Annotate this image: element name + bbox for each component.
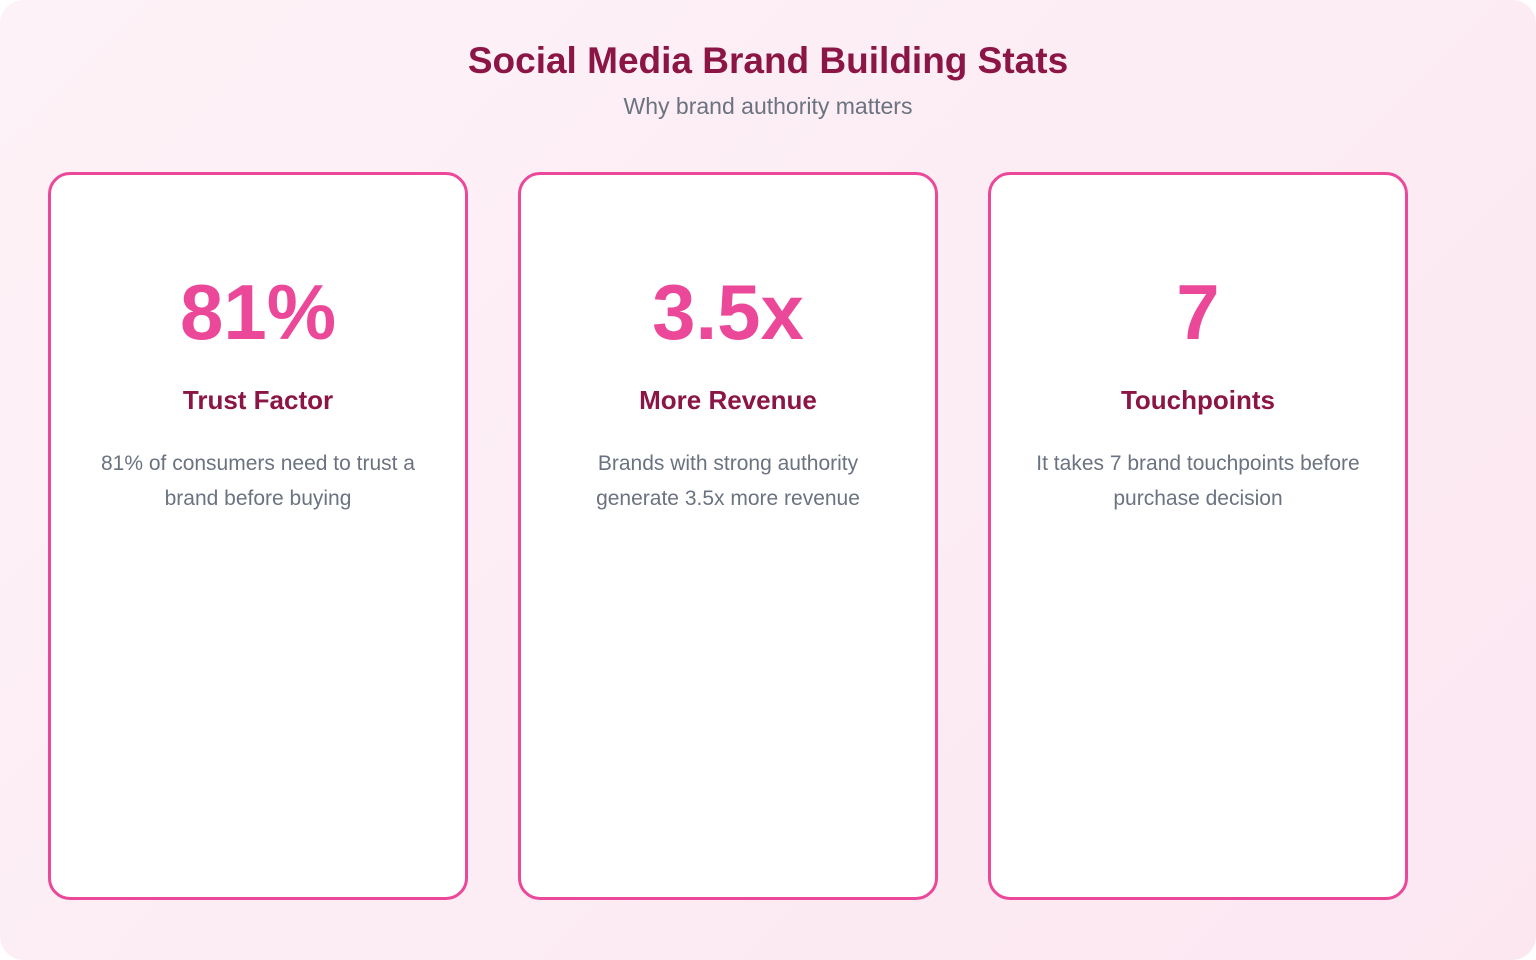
stat-label: More Revenue — [639, 385, 817, 415]
stat-value: 81% — [179, 268, 337, 356]
stat-value: 7 — [1176, 268, 1220, 356]
title: Social Media Brand Building Stats — [467, 40, 1069, 81]
stat-card: 7 Touchpoints It takes 7 brand touchpoints… — [988, 172, 1408, 900]
stat-description: Brands with strong authority generate 3.… — [596, 452, 860, 510]
stat-value: 3.5x — [652, 268, 804, 356]
stat-card: 81% Trust Factor 81% of consumers need to … — [48, 172, 468, 900]
stat-label: Trust Factor — [182, 385, 334, 415]
stat-description: It takes 7 brand touchpoints before purc… — [1036, 452, 1360, 510]
subtitle: Why brand authority matters — [623, 93, 913, 119]
stat-label: Touchpoints — [1120, 385, 1276, 415]
stat-card: 3.5x More Revenue Brands with strong autho… — [518, 172, 938, 900]
stat-description: 81% of consumers need to trust a brand b… — [100, 452, 415, 510]
